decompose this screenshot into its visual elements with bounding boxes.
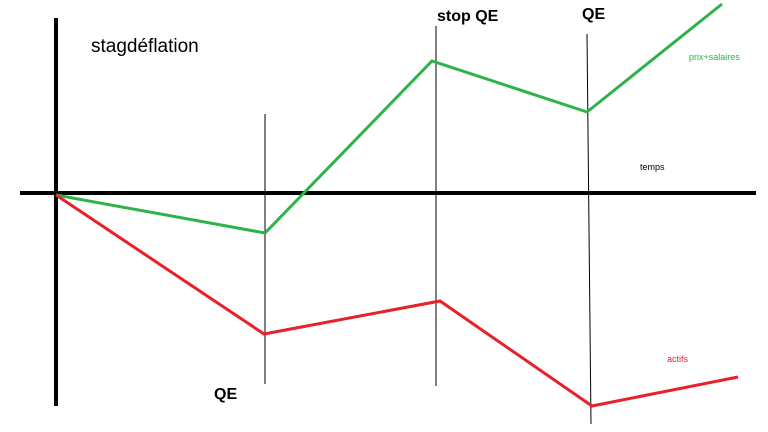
prices-wages-line [55,2,723,235]
qe-annotation-bottom: QE [214,386,238,403]
assets-label: actifs [667,354,689,364]
qe-annotation-top: QE [582,6,606,23]
event-line-qe-2 [586,33,592,425]
time-axis-label: temps [640,162,665,172]
stop-qe-annotation: stop QE [437,8,499,25]
prices-wages-label: prix+salaires [689,52,740,62]
assets-line [55,193,739,408]
diagram-title: stagdéflation [91,36,199,57]
